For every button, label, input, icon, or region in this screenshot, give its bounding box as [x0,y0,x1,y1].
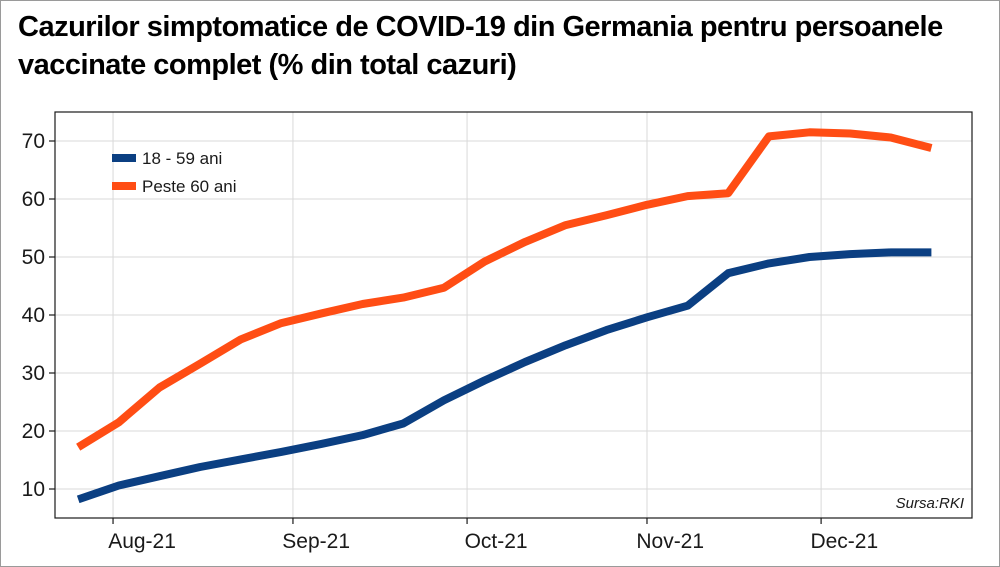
legend-label-2: Peste 60 ani [142,177,237,196]
x-tick-label: Oct-21 [465,530,528,553]
x-tick-label: Sep-21 [282,530,350,553]
y-tick-label: 40 [22,304,45,327]
x-tick-label: Nov-21 [636,530,704,553]
y-tick-label: 30 [22,362,45,385]
chart-title-line-2: vaccinate complet (% din total cazuri) [18,49,517,81]
legend-label-1: 18 - 59 ani [142,149,222,168]
x-tick-label: Dec-21 [810,530,878,553]
gridlines [55,112,972,518]
y-tick-label: 50 [22,246,45,269]
chart-title-line-1: Cazurilor simptomatice de COVID-19 din G… [18,11,943,43]
chart-title: Cazurilor simptomatice de COVID-19 din G… [18,8,988,84]
series-line-1 [76,248,932,504]
y-tick-label: 60 [22,188,45,211]
series-line-2 [76,128,933,451]
x-axis: Aug-21 Sep-21 Oct-21 Nov-21 Dec-21 [108,518,878,553]
y-tick-label: 70 [22,130,45,153]
y-axis: 10 20 30 40 50 60 70 [22,130,55,501]
x-tick-label: Aug-21 [108,530,176,553]
source-label: Sursa:RKI [896,495,964,512]
y-tick-label: 20 [22,420,45,443]
series-lines [76,128,933,504]
y-tick-label: 10 [22,478,45,501]
legend: 18 - 59 ani Peste 60 ani [112,149,237,196]
